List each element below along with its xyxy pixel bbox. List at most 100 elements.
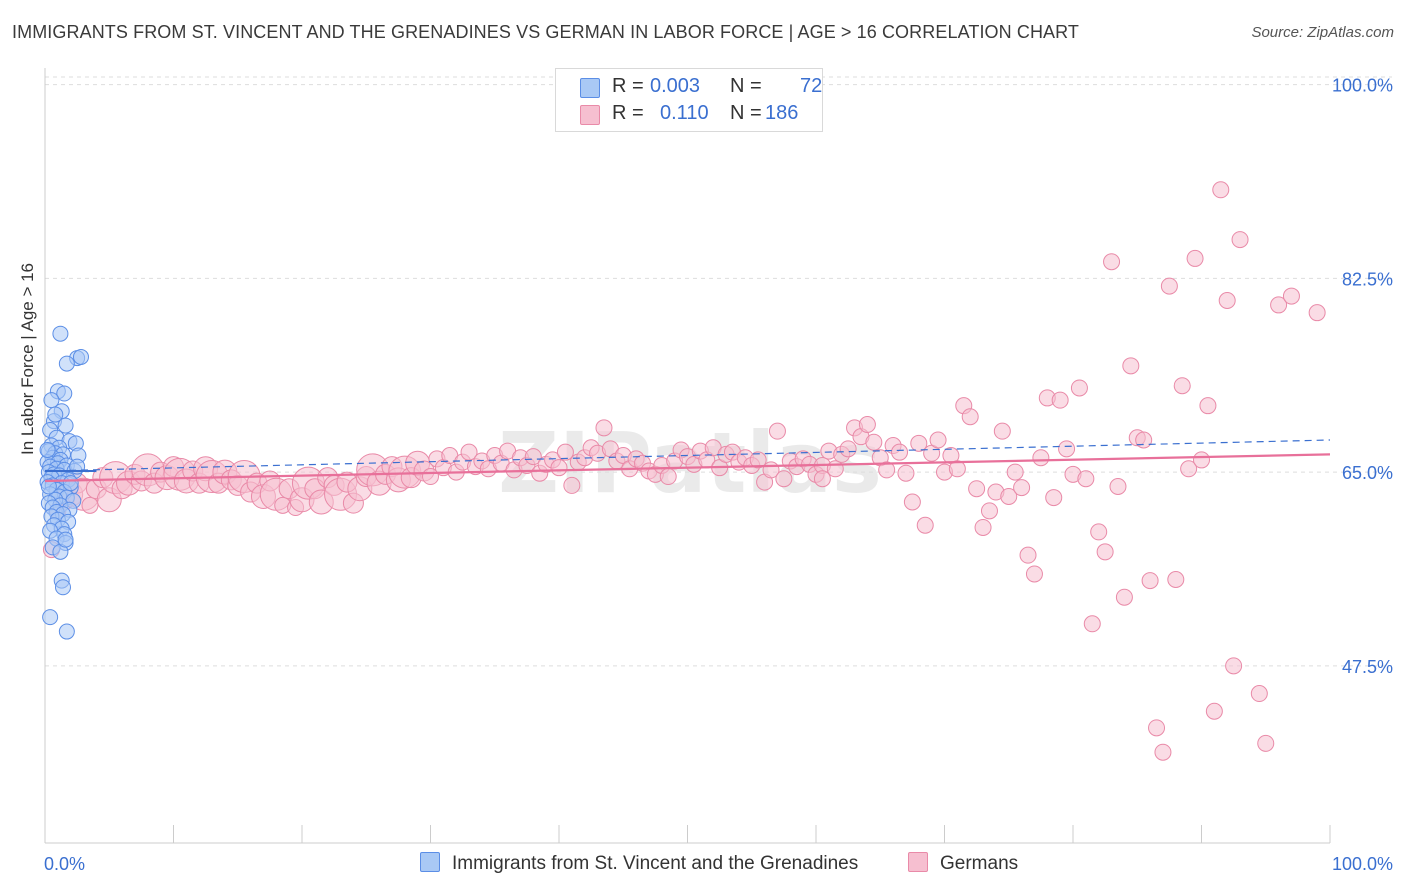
germans-point [974, 518, 992, 536]
legend-n-label: N = [730, 75, 762, 97]
legend-r-value: 0.003 [650, 75, 701, 97]
x-tick-label-min: 0.0% [44, 854, 85, 874]
germans-point [1070, 379, 1088, 397]
immigrants-point [58, 355, 75, 372]
immigrants-trend-line [44, 439, 1331, 472]
germans-point [1212, 181, 1230, 199]
immigrants-point [57, 417, 74, 434]
germans-point [659, 468, 677, 486]
germans-point [1308, 304, 1326, 322]
germans-point [1193, 451, 1210, 469]
germans-point [891, 443, 909, 461]
immigrants-point [47, 406, 64, 423]
grid-lines [45, 76, 1392, 667]
legend-r-value: 0.110 [660, 102, 709, 124]
source-label: Source: ZipAtlas.com [1251, 24, 1394, 41]
germans-point [1154, 743, 1172, 761]
bottom-legend-swatch-pink [908, 852, 928, 872]
germans-point [878, 461, 896, 479]
bottom-legend-swatch-blue [420, 852, 440, 872]
x-tick-labels: 0.0% 100.0% [44, 854, 1393, 874]
germans-point [1090, 523, 1108, 541]
y-tick-label: 65.0% [1342, 463, 1393, 483]
y-tick-label: 82.5% [1342, 269, 1393, 289]
germans-point [1199, 397, 1217, 415]
immigrants-point [52, 325, 69, 342]
legend-r-label: R = [612, 75, 644, 97]
germans-point [1115, 588, 1133, 606]
germans-point [910, 434, 928, 452]
immigrants-point [40, 478, 57, 495]
correlation-legend: R = 0.003 N = 72 R = 0.110 N = 186 [555, 68, 823, 132]
y-axis-label: In Labor Force | Age > 16 [18, 262, 37, 455]
germans-point [524, 448, 542, 466]
germans-point [1282, 287, 1300, 305]
immigrants-point [62, 475, 79, 492]
immigrants-point [57, 531, 74, 548]
germans-point [768, 422, 786, 440]
germans-point [1173, 377, 1191, 395]
germans-point [1160, 277, 1178, 295]
germans-point [897, 464, 915, 482]
germans-trend-line [44, 453, 1331, 483]
immigrants-point [54, 579, 71, 596]
immigrants-point [56, 385, 73, 402]
germans-point [916, 516, 934, 534]
y-tick-label: 100.0% [1332, 76, 1393, 96]
germans-point [1083, 615, 1101, 633]
germans-point [1225, 657, 1243, 675]
immigrants-point [42, 609, 59, 626]
germans-point [1019, 546, 1037, 564]
germans-point [1096, 543, 1114, 561]
germans-point [865, 433, 883, 451]
germans-point [903, 493, 921, 511]
germans-point [1109, 478, 1127, 495]
germans-point [948, 460, 966, 478]
germans-point [839, 440, 857, 458]
germans-point [1032, 449, 1050, 467]
y-tick-label: 47.5% [1342, 657, 1393, 677]
germans-point [1025, 565, 1043, 583]
germans-point [968, 480, 986, 498]
legend-r-label: R = [612, 102, 644, 124]
x-tick-label-max: 100.0% [1332, 854, 1393, 874]
germans-point [1186, 249, 1204, 267]
bottom-legend-germans: Germans [908, 852, 1018, 875]
immigrants-point [58, 623, 75, 640]
germans-point [858, 416, 876, 433]
chart-title: IMMIGRANTS FROM ST. VINCENT AND THE GREN… [12, 22, 1080, 42]
germans-point [961, 408, 979, 426]
germans-point [1103, 253, 1121, 271]
germans-point [1180, 460, 1198, 478]
germans-point [775, 470, 793, 488]
bottom-legend-immigrants: Immigrants from St. Vincent and the Gren… [420, 852, 858, 875]
germans-point [1205, 702, 1223, 720]
germans-point [1058, 440, 1076, 458]
germans-point [993, 422, 1011, 440]
germans-point [1013, 479, 1031, 497]
germans-point [1135, 431, 1153, 449]
germans-point [813, 470, 831, 488]
germans-point [556, 443, 574, 461]
germans-point [980, 502, 998, 520]
germans-point [1006, 463, 1024, 481]
legend-n-value: 186 [765, 102, 799, 124]
germans-point [1122, 357, 1140, 375]
y-tick-labels: 47.5% 65.0% 82.5% 100.0% [1332, 76, 1393, 677]
germans-point [1257, 734, 1275, 752]
germans-point [1231, 231, 1249, 249]
germans-point [1000, 487, 1018, 505]
germans-point [1077, 470, 1095, 488]
germans-point [550, 459, 568, 477]
immigrants-point [39, 441, 56, 458]
bottom-legend-label: Immigrants from St. Vincent and the Gren… [452, 853, 859, 874]
germans-point [1045, 489, 1063, 507]
immigrants-points [39, 325, 89, 640]
germans-point [1141, 572, 1159, 590]
germans-point [81, 496, 99, 514]
germans-point [1250, 685, 1268, 703]
germans-point [563, 476, 581, 494]
legend-swatch-pink [580, 105, 600, 125]
germans-point [1270, 296, 1288, 314]
